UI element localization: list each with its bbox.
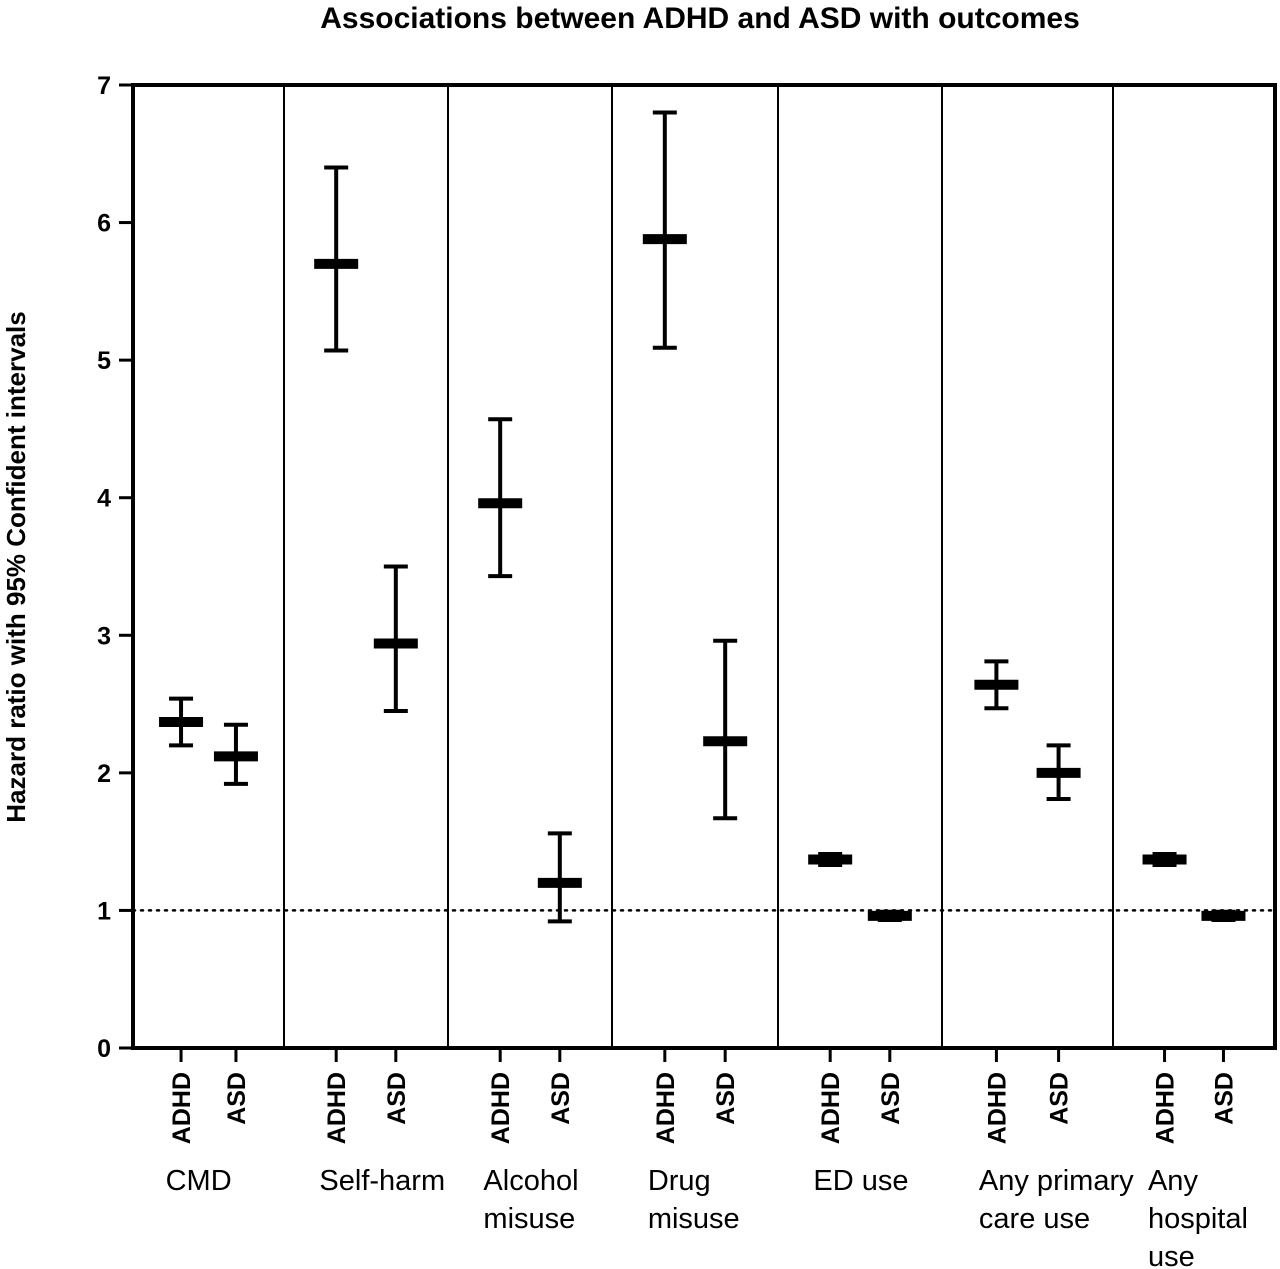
group-label-any-hospital-use-line-1: Any — [1148, 1165, 1198, 1197]
y-tick-label-1: 1 — [97, 897, 111, 925]
group-label-alcohol-misuse-line-2: misuse — [483, 1203, 575, 1235]
y-axis-label: Hazard ratio with 95% Confident interval… — [1, 311, 31, 822]
group-label-drug-misuse-line-2: misuse — [648, 1203, 740, 1235]
y-tick-label-0: 0 — [97, 1035, 111, 1063]
y-tick-label-2: 2 — [97, 760, 111, 788]
x-tick-label-self-harm-asd: ASD — [383, 1072, 411, 1125]
x-tick-label-alcohol-misuse-asd: ASD — [547, 1072, 575, 1125]
group-label-drug-misuse-line-1: Drug — [648, 1165, 711, 1197]
chart-title: Associations between ADHD and ASD with o… — [320, 2, 1080, 35]
group-label-ed-use-line-1: ED use — [813, 1165, 908, 1197]
x-tick-label-self-harm-adhd: ADHD — [323, 1072, 351, 1144]
group-label-cmd-line-1: CMD — [166, 1165, 232, 1197]
group-label-any-primary-care-use-line-2: care use — [979, 1203, 1090, 1235]
x-tick-label-cmd-adhd: ADHD — [168, 1072, 196, 1144]
group-label-self-harm-line-1: Self-harm — [319, 1165, 445, 1197]
x-tick-label-ed-use-asd: ASD — [877, 1072, 905, 1125]
y-tick-label-7: 7 — [97, 72, 111, 100]
y-tick-label-4: 4 — [97, 485, 111, 513]
x-tick-label-cmd-asd: ASD — [223, 1072, 251, 1125]
x-tick-label-drug-misuse-asd: ASD — [712, 1072, 740, 1125]
x-tick-label-any-hospital-use-adhd: ADHD — [1152, 1072, 1180, 1144]
y-tick-label-5: 5 — [97, 347, 111, 375]
group-label-any-hospital-use-line-2: hospital — [1148, 1203, 1248, 1235]
x-tick-label-any-primary-care-use-asd: ASD — [1046, 1072, 1074, 1125]
y-tick-label-3: 3 — [97, 622, 111, 650]
x-tick-label-drug-misuse-adhd: ADHD — [652, 1072, 680, 1144]
plot-area: 0 1 2 3 4 5 6 7 ADHD ASD CMD ADHD ASD Self-harm ADHD AS… — [97, 72, 1277, 1269]
group-label-alcohol-misuse-line-1: Alcohol — [483, 1165, 578, 1197]
group-label-any-hospital-use-line-3: use — [1148, 1241, 1195, 1269]
x-tick-label-ed-use-adhd: ADHD — [817, 1072, 845, 1144]
group-label-any-primary-care-use-line-1: Any primary — [979, 1165, 1134, 1197]
x-tick-label-alcohol-misuse-adhd: ADHD — [487, 1072, 515, 1144]
x-tick-label-any-hospital-use-asd: ASD — [1210, 1072, 1238, 1125]
x-tick-label-any-primary-care-use-adhd: ADHD — [983, 1072, 1011, 1144]
plot-frame — [131, 83, 1277, 1050]
y-tick-label-6: 6 — [97, 210, 111, 238]
